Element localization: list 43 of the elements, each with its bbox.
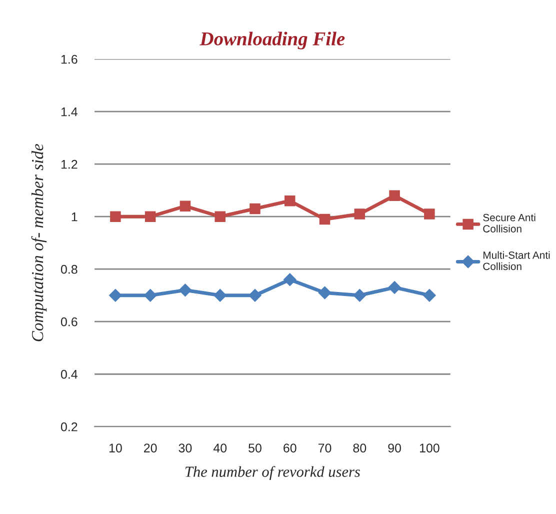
x-tick-label: 80 — [353, 444, 366, 452]
x-tick-label: 90 — [388, 444, 402, 452]
point — [423, 288, 436, 302]
y-tick-label: 1.2 — [61, 160, 78, 169]
x-tick-label: 10 — [109, 444, 122, 452]
x-tick-label: 20 — [144, 444, 157, 452]
point — [110, 211, 121, 222]
chart-title: Downloading File — [200, 32, 345, 50]
point — [319, 214, 330, 225]
y-tick-label: 1.6 — [61, 54, 78, 64]
x-axis-title: The number of revorkd users — [185, 466, 360, 480]
point — [144, 288, 157, 302]
point — [248, 288, 262, 302]
point — [424, 208, 435, 220]
point — [180, 200, 191, 212]
point — [109, 288, 122, 302]
y-tick-label: 0.6 — [60, 317, 78, 326]
point — [214, 288, 227, 302]
point — [284, 195, 296, 206]
point — [353, 288, 366, 302]
point — [283, 273, 296, 286]
y-tick-label: 0.2 — [60, 422, 78, 432]
y-tick-label: 1 — [72, 212, 78, 222]
point — [250, 203, 260, 214]
y-tick-label: 0.4 — [60, 370, 78, 379]
y-axis-title: Computation of- member side — [31, 144, 47, 342]
x-tick-label: 100 — [420, 444, 440, 452]
point — [178, 284, 192, 297]
x-tick-label: 30 — [178, 444, 192, 452]
point — [388, 281, 401, 294]
x-tick-label: 60 — [284, 444, 296, 452]
point — [214, 211, 226, 222]
x-tick-label: 50 — [248, 444, 262, 452]
x-tick-label: 70 — [318, 444, 332, 452]
legend-label: Secure Anti Collision — [483, 214, 536, 232]
y-tick-label: 1.4 — [61, 108, 78, 116]
point — [354, 208, 366, 220]
legend-label: Multi-Start Anti Collision — [483, 251, 550, 270]
point — [318, 286, 332, 300]
x-tick-label: 40 — [213, 444, 227, 452]
y-tick-label: 0.8 — [60, 264, 78, 274]
point — [389, 190, 400, 201]
point — [144, 211, 156, 222]
